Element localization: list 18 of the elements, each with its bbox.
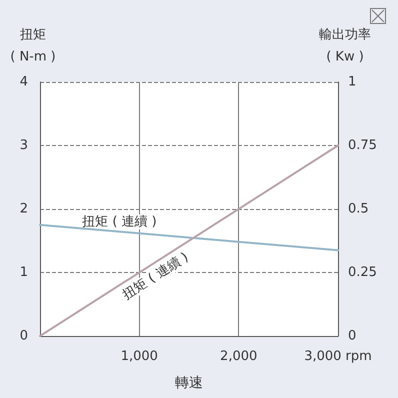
y2-axis-title: 輸出功率 ( Kw ) [319, 26, 371, 64]
annotation: 扭矩 ( 連續 ) [120, 250, 192, 303]
x-tick-label: 3,000 rpm [304, 349, 372, 364]
x-axis-title: 轉速 [175, 375, 203, 391]
y-tick-label: 2 [20, 202, 28, 216]
y-tick-label: 3 [20, 138, 28, 153]
y2-tick-label: 1 [348, 74, 356, 90]
x-tick-label: 2,000 [220, 349, 258, 364]
annotation: 扭矩 ( 連續 ) [82, 214, 157, 230]
y2-tick-label: 0.25 [348, 265, 377, 280]
y2-tick-label: 0 [348, 328, 356, 344]
y-tick-label: 4 [20, 74, 28, 90]
x-tick-label: 1,000 [120, 349, 158, 364]
y-tick-label: 0 [20, 328, 28, 344]
y2-tick-label: 0.5 [348, 202, 369, 216]
y-tick-label: 1 [20, 265, 28, 280]
y-axis-title: 扭矩 ( N-m ) [10, 28, 56, 64]
y2-tick-label: 0.75 [348, 138, 377, 153]
